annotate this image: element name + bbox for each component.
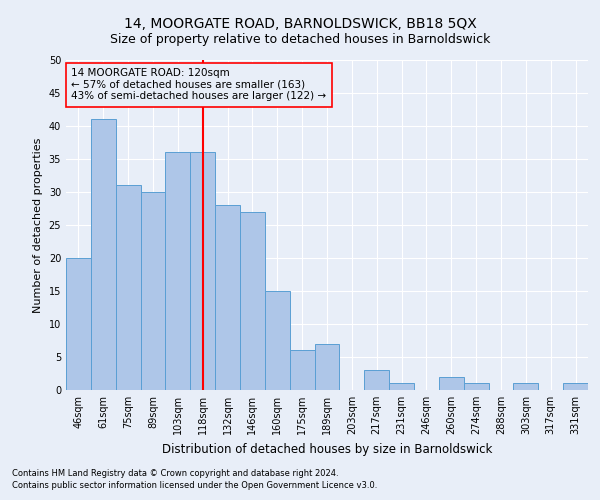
Bar	[190, 152, 215, 390]
Bar	[91, 120, 116, 390]
Bar	[166, 152, 190, 390]
Bar	[116, 186, 140, 390]
Text: Size of property relative to detached houses in Barnoldswick: Size of property relative to detached ho…	[110, 32, 490, 46]
Bar	[265, 291, 290, 390]
Bar	[140, 192, 166, 390]
Text: 14, MOORGATE ROAD, BARNOLDSWICK, BB18 5QX: 14, MOORGATE ROAD, BARNOLDSWICK, BB18 5Q…	[124, 18, 476, 32]
Text: 14 MOORGATE ROAD: 120sqm
← 57% of detached houses are smaller (163)
43% of semi-: 14 MOORGATE ROAD: 120sqm ← 57% of detach…	[71, 68, 326, 102]
Bar	[563, 384, 588, 390]
Bar	[514, 384, 538, 390]
Bar	[439, 377, 464, 390]
Bar	[364, 370, 389, 390]
Bar	[464, 384, 488, 390]
Bar	[66, 258, 91, 390]
Text: Contains HM Land Registry data © Crown copyright and database right 2024.: Contains HM Land Registry data © Crown c…	[12, 468, 338, 477]
X-axis label: Distribution of detached houses by size in Barnoldswick: Distribution of detached houses by size …	[162, 442, 492, 456]
Y-axis label: Number of detached properties: Number of detached properties	[33, 138, 43, 312]
Text: Contains public sector information licensed under the Open Government Licence v3: Contains public sector information licen…	[12, 481, 377, 490]
Bar	[240, 212, 265, 390]
Bar	[314, 344, 340, 390]
Bar	[389, 384, 414, 390]
Bar	[215, 205, 240, 390]
Bar	[290, 350, 314, 390]
